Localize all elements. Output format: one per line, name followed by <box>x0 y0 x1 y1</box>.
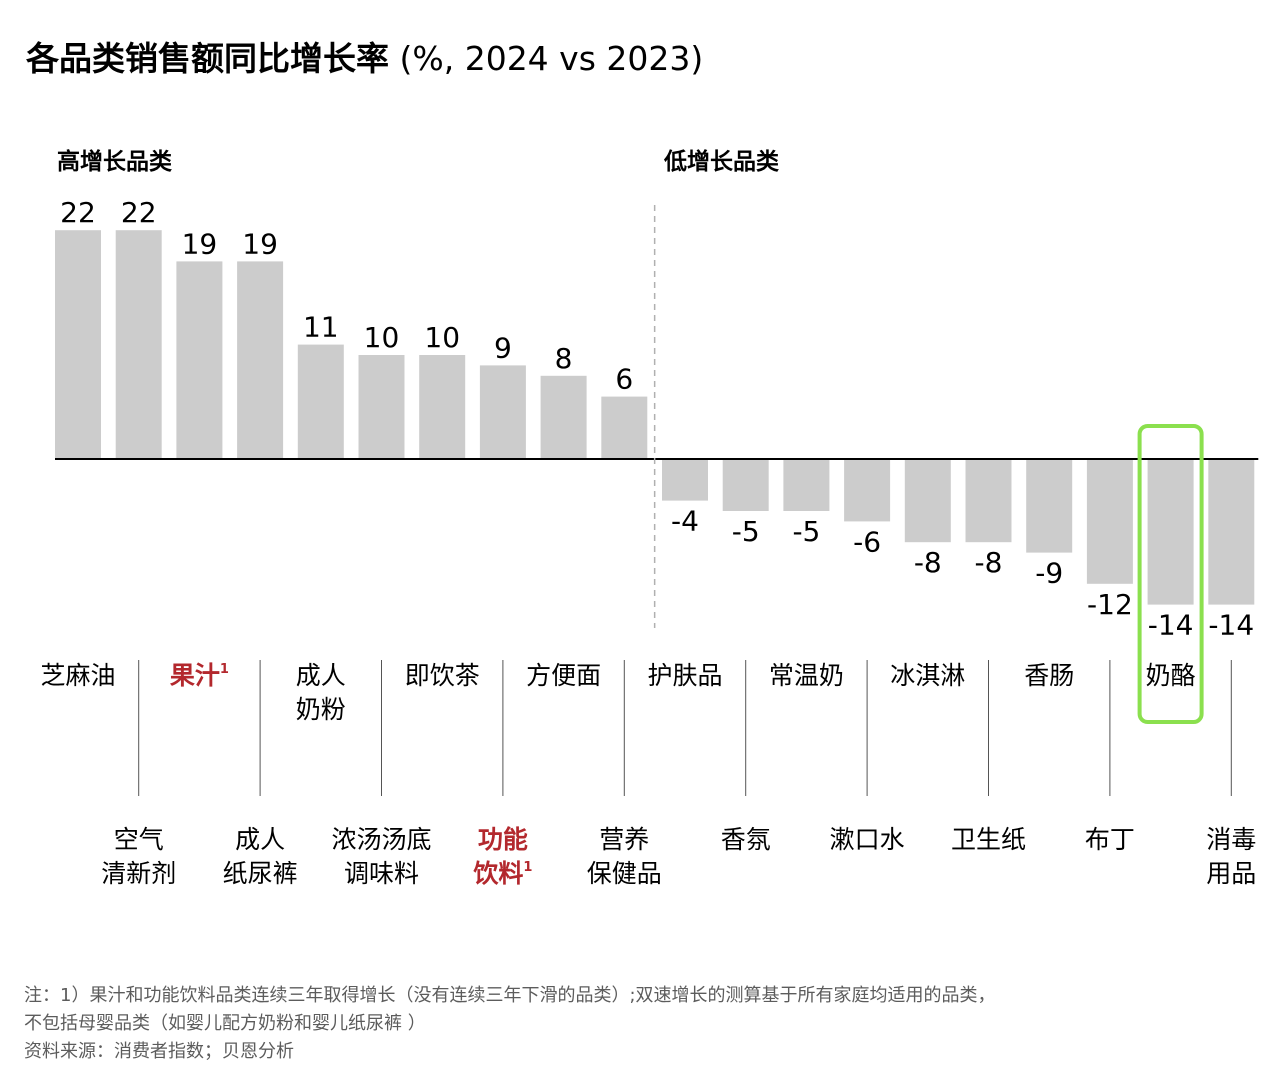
data-label: 8 <box>555 342 573 375</box>
data-label: -8 <box>975 546 1003 579</box>
footnote-line-3: 资料来源：消费者指数；贝恩分析 <box>24 1041 294 1062</box>
data-label: 11 <box>303 311 339 344</box>
data-label: -5 <box>792 515 820 548</box>
section-label-low-growth: 低增长品类 <box>664 149 779 175</box>
category-label: 空气 <box>114 825 164 854</box>
category-label: 常温奶 <box>769 661 844 690</box>
category-label: 奶粉 <box>296 695 346 724</box>
category-label: 即饮茶 <box>405 661 480 690</box>
data-label: 10 <box>364 321 400 354</box>
bar <box>722 459 769 511</box>
bar <box>1026 459 1073 553</box>
category-label: 方便面 <box>526 661 601 690</box>
category-label: 成人 <box>296 661 346 690</box>
bar <box>176 261 223 459</box>
bar <box>297 344 344 459</box>
category-label: 保健品 <box>587 859 662 888</box>
highlight-box <box>1137 424 1204 724</box>
bar <box>965 459 1012 543</box>
category-label: 用品 <box>1206 859 1256 888</box>
category-label: 卫生纸 <box>951 825 1026 854</box>
chart-title-main: 各品类销售额同比增长率 <box>26 39 389 78</box>
data-label: -5 <box>732 515 760 548</box>
data-label: 19 <box>182 227 218 260</box>
chart-title: 各品类销售额同比增长率 (%, 2024 vs 2023) <box>26 32 703 80</box>
bar <box>55 230 101 459</box>
bar <box>419 355 466 459</box>
data-label: 6 <box>615 363 633 396</box>
data-label: -6 <box>853 525 881 558</box>
data-label: -4 <box>671 505 699 538</box>
bar <box>662 459 708 501</box>
category-label: 消毒 <box>1206 825 1256 854</box>
category-label: 营养 <box>599 825 649 854</box>
bar <box>1208 459 1255 605</box>
category-label: 香肠 <box>1024 661 1074 690</box>
category-label: 漱口水 <box>830 825 905 854</box>
bar <box>601 396 648 459</box>
data-label: -8 <box>914 546 942 579</box>
data-label: 10 <box>424 321 460 354</box>
data-label: -9 <box>1035 557 1063 590</box>
category-label: 布丁 <box>1085 825 1135 854</box>
bar <box>1147 459 1194 605</box>
category-label: 果汁1 <box>170 661 229 690</box>
footnote-line-1: 注：1）果汁和功能饮料品类连续三年取得增长（没有连续三年下滑的品类）;双速增长的… <box>24 985 996 1006</box>
data-label: -14 <box>1208 609 1254 642</box>
footnote-line-2: 不包括母婴品类（如婴儿配方奶粉和婴儿纸尿裤 ） <box>24 1013 426 1034</box>
category-label: 调味料 <box>344 859 419 888</box>
category-label: 饮料1 <box>472 859 532 888</box>
category-label: 功能 <box>478 825 528 854</box>
footnote-marker: 1 <box>220 662 229 677</box>
category-label: 奶酪 <box>1146 661 1196 690</box>
section-label-high-growth: 高增长品类 <box>57 149 172 175</box>
data-label: 9 <box>494 331 512 364</box>
chart-title-suffix: (%, 2024 vs 2023) <box>389 39 704 78</box>
bar <box>479 365 526 459</box>
category-label: 香氛 <box>721 825 771 854</box>
data-label: 22 <box>60 196 96 229</box>
data-label: -14 <box>1148 609 1194 642</box>
category-label: 冰淇淋 <box>890 661 965 690</box>
bar <box>844 459 891 522</box>
category-label: 成人 <box>235 825 285 854</box>
bar <box>1086 459 1133 584</box>
footnotes: 注：1）果汁和功能饮料品类连续三年取得增长（没有连续三年下滑的品类）;双速增长的… <box>24 982 996 1066</box>
data-label: -12 <box>1087 588 1133 621</box>
bar <box>115 230 162 459</box>
category-label: 清新剂 <box>101 859 176 888</box>
category-label: 浓汤汤底 <box>331 825 431 854</box>
bar <box>237 261 284 459</box>
bar <box>783 459 830 511</box>
bar <box>540 375 587 459</box>
data-label: 22 <box>121 196 157 229</box>
category-label: 芝麻油 <box>40 661 115 690</box>
category-label: 护肤品 <box>647 661 722 690</box>
data-label: 19 <box>242 227 278 260</box>
category-label: 纸尿裤 <box>223 859 298 888</box>
footnote-marker: 1 <box>523 860 532 875</box>
bar <box>358 355 405 459</box>
bar <box>904 459 951 543</box>
